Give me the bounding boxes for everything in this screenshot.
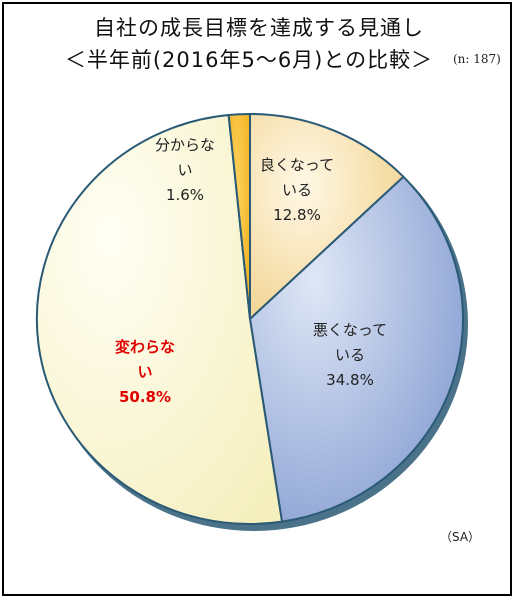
slice-label-worsening-name-line1: 悪くなって	[313, 321, 387, 339]
chart-title: 自社の成長目標を達成する見通し	[94, 16, 424, 40]
slice-label-unknown-value: 1.6%	[166, 186, 204, 204]
answer-type-note: （SA）	[440, 530, 481, 544]
slice-label-improving-value: 12.8%	[273, 206, 321, 224]
slice-label-worsening-name-line2: いる	[335, 346, 365, 364]
slice-label-unchanged-name-line1: 変わらな	[115, 338, 175, 356]
slice-label-unknown-name-line2: い	[177, 161, 192, 179]
pie-slice-unknown	[227, 112, 251, 320]
slice-label-worsening-value: 34.8%	[326, 371, 374, 389]
pie-slice-worsening	[248, 175, 464, 523]
pie-slice-improving	[249, 112, 405, 322]
pie-slice-unchanged	[35, 113, 284, 525]
slice-label-improving-name-line1: 良くなって	[260, 156, 334, 174]
slice-label-unknown-name-line1: 分からな	[155, 136, 215, 154]
slice-label-unchanged-value: 50.8%	[119, 388, 171, 406]
sample-size: (n: 187)	[453, 52, 501, 66]
chart-subtitle: ＜半年前(2016年5～6月)との比較＞	[64, 48, 434, 72]
slice-label-unchanged-name-line2: い	[137, 363, 152, 381]
slice-label-improving-name-line2: いる	[282, 181, 312, 199]
